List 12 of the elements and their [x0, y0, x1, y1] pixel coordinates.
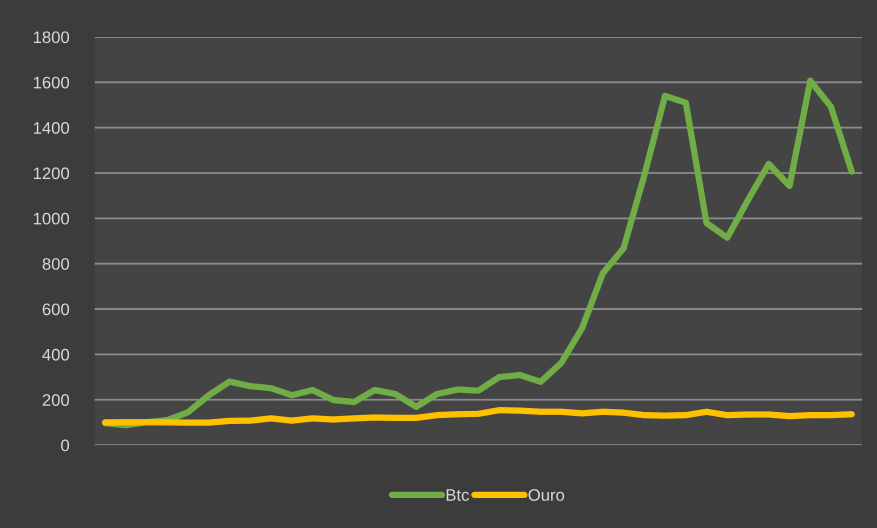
legend-label: Ouro: [528, 489, 564, 501]
y-tick-label: 1600: [34, 76, 70, 89]
y-tick-label: 600: [42, 303, 70, 316]
y-tick-label: 200: [42, 394, 70, 406]
y-tick-label: 1800: [34, 31, 70, 44]
y-tick-label: 800: [42, 258, 70, 270]
y-tick-label: 1200: [34, 167, 70, 180]
y-tick-label: 0: [61, 440, 70, 452]
y-tick-label: 1400: [34, 122, 70, 134]
y-tick-label: 400: [42, 348, 70, 361]
y-tick-label: 1000: [34, 212, 70, 225]
legend-label: Btc: [446, 489, 469, 501]
